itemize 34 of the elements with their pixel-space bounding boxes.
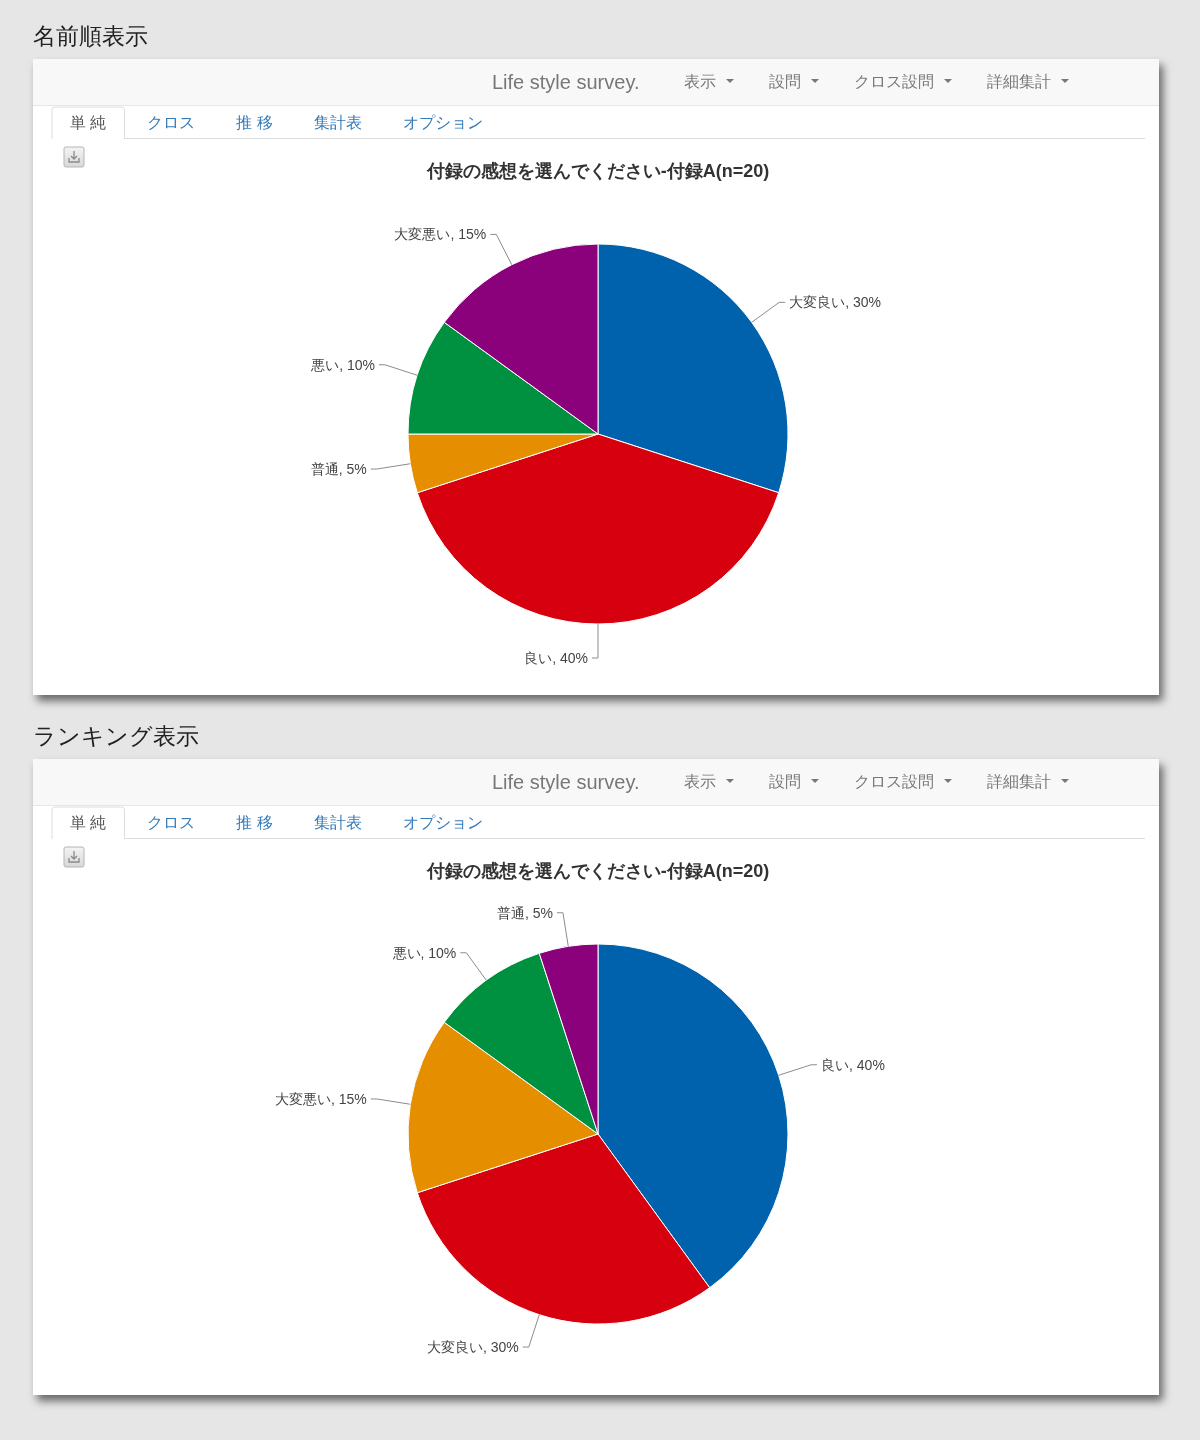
text: Life style survey. <box>492 771 640 793</box>
slice-label: 悪い, 10% <box>310 356 375 373</box>
slice-label: 大変悪い, 15% <box>274 1090 367 1107</box>
text: 推 移 <box>236 114 273 131</box>
text: 表示 <box>684 773 716 790</box>
slice-label: 普通, 5% <box>496 904 553 921</box>
slice-label: 良い, 40% <box>821 1056 885 1073</box>
text: クロス <box>147 814 196 831</box>
text: 詳細集計 <box>987 773 1051 790</box>
slice-label: 良い, 40% <box>524 649 588 666</box>
chart-title: 付録の感想を選んでください-付録A(n=20) <box>425 161 770 181</box>
text: 単 純 <box>70 114 107 131</box>
text: ランキング表示 <box>33 723 199 749</box>
text: クロス <box>147 114 196 131</box>
text: 設問 <box>769 773 801 790</box>
text: オプション <box>402 114 483 131</box>
text: Life style survey. <box>492 71 640 93</box>
text: 設問 <box>769 73 801 90</box>
text: 集計表 <box>313 114 362 131</box>
slice-label: 大変良い, 30% <box>426 1338 519 1355</box>
text: 名前順表示 <box>33 23 148 49</box>
text: クロス設問 <box>854 73 934 90</box>
slice-label: 大変悪い, 15% <box>394 226 487 243</box>
slice-label: 普通, 5% <box>310 460 367 477</box>
text: 詳細集計 <box>987 73 1051 90</box>
chart-title: 付録の感想を選んでください-付録A(n=20) <box>425 861 770 881</box>
text: オプション <box>402 814 483 831</box>
text: 単 純 <box>70 814 107 831</box>
slice-label: 悪い, 10% <box>391 944 457 961</box>
slice-label: 大変良い, 30% <box>789 294 882 311</box>
text: 集計表 <box>313 814 362 831</box>
text: 推 移 <box>236 814 273 831</box>
text: クロス設問 <box>854 773 934 790</box>
text: 表示 <box>684 73 716 90</box>
